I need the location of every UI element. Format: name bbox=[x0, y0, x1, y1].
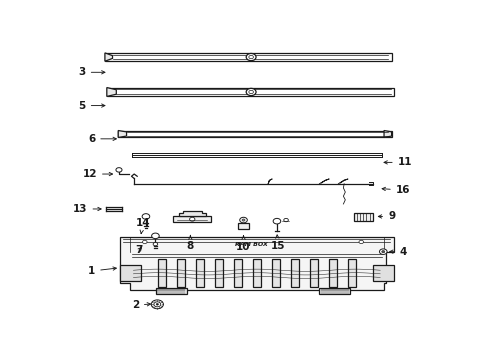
Polygon shape bbox=[105, 53, 392, 61]
Circle shape bbox=[143, 240, 147, 244]
Polygon shape bbox=[384, 131, 392, 138]
Polygon shape bbox=[372, 265, 393, 281]
Circle shape bbox=[246, 53, 256, 61]
Polygon shape bbox=[319, 288, 350, 294]
Polygon shape bbox=[105, 53, 113, 61]
Text: RAM BOX: RAM BOX bbox=[235, 242, 268, 247]
Text: 12: 12 bbox=[82, 169, 113, 179]
Circle shape bbox=[249, 90, 253, 94]
Circle shape bbox=[273, 219, 281, 224]
Text: 6: 6 bbox=[88, 134, 116, 144]
Circle shape bbox=[284, 219, 288, 222]
Text: 3: 3 bbox=[78, 67, 105, 77]
Polygon shape bbox=[329, 260, 337, 287]
Polygon shape bbox=[107, 87, 393, 96]
Polygon shape bbox=[291, 260, 298, 287]
Polygon shape bbox=[179, 211, 206, 216]
Polygon shape bbox=[177, 260, 185, 287]
Text: 5: 5 bbox=[78, 100, 105, 111]
Polygon shape bbox=[120, 265, 141, 281]
Text: 16: 16 bbox=[382, 185, 410, 195]
Circle shape bbox=[156, 303, 158, 305]
Polygon shape bbox=[238, 223, 249, 229]
Circle shape bbox=[246, 89, 256, 96]
Polygon shape bbox=[118, 131, 392, 138]
Text: 9: 9 bbox=[378, 211, 395, 221]
Text: 2: 2 bbox=[132, 300, 150, 310]
Circle shape bbox=[116, 168, 122, 172]
Polygon shape bbox=[107, 87, 116, 96]
Circle shape bbox=[142, 214, 150, 219]
Circle shape bbox=[153, 243, 158, 246]
Circle shape bbox=[240, 217, 247, 223]
Polygon shape bbox=[156, 288, 187, 294]
Text: 4: 4 bbox=[390, 247, 407, 257]
Polygon shape bbox=[196, 260, 204, 287]
Polygon shape bbox=[120, 237, 393, 290]
Text: 11: 11 bbox=[384, 157, 412, 167]
Polygon shape bbox=[348, 260, 356, 287]
Polygon shape bbox=[253, 260, 261, 287]
Circle shape bbox=[151, 300, 163, 309]
Polygon shape bbox=[118, 131, 126, 138]
Text: 8: 8 bbox=[187, 235, 194, 251]
Circle shape bbox=[154, 302, 161, 307]
Text: 15: 15 bbox=[270, 235, 285, 251]
Circle shape bbox=[242, 219, 245, 221]
Text: 10: 10 bbox=[236, 236, 251, 252]
Polygon shape bbox=[173, 216, 211, 222]
Polygon shape bbox=[158, 260, 166, 287]
Text: 7: 7 bbox=[135, 245, 143, 255]
Circle shape bbox=[382, 251, 385, 253]
Polygon shape bbox=[354, 213, 373, 221]
Circle shape bbox=[151, 233, 159, 239]
Text: 14: 14 bbox=[136, 218, 150, 234]
Polygon shape bbox=[215, 260, 222, 287]
Polygon shape bbox=[272, 260, 280, 287]
Polygon shape bbox=[234, 260, 242, 287]
Text: 1: 1 bbox=[88, 266, 116, 276]
Circle shape bbox=[249, 55, 253, 59]
Circle shape bbox=[359, 240, 364, 244]
Polygon shape bbox=[310, 260, 318, 287]
Circle shape bbox=[190, 217, 195, 221]
Text: 13: 13 bbox=[73, 204, 101, 214]
Circle shape bbox=[379, 249, 387, 255]
